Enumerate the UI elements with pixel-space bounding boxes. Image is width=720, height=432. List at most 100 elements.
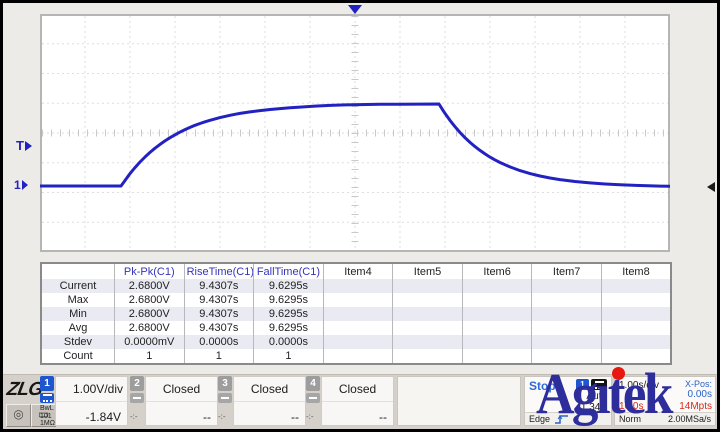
message-area [397,376,521,426]
table-col-header: Item6 [461,263,532,279]
channel-1-badge[interactable]: 1 [40,376,54,391]
trigger-status: Stop [529,379,556,393]
trigger-level-marker[interactable]: T [16,138,32,153]
table-row: Min 2.6800V 9.4307s 9.6295s [41,307,671,321]
channel-2-scale: Closed [162,382,201,396]
table-row: Count 1 1 1 [41,349,671,364]
table-cell [531,307,602,321]
trigger-position-icon[interactable] [348,5,362,14]
table-cell [461,349,532,364]
coupling-off-icon [130,393,144,403]
table-cell [461,321,532,335]
table-cell [392,349,463,364]
table-cell [392,321,463,335]
table-row: Max 2.6800V 9.4307s 9.6295s [41,293,671,307]
channel-2-badge[interactable]: 2 [130,376,144,391]
row-label: Count [63,350,93,362]
memory-depth: 14Mpts [679,401,712,412]
arrow-right-icon [24,140,32,151]
table-row: Current 2.6800V 9.4307s 9.6295s [41,279,671,293]
table-cell: 9.4307s [183,321,254,335]
row-label: Current [59,280,97,292]
row-label: Min [69,308,87,320]
waveform-plot [40,14,670,252]
table-cell: 2.6800V [114,321,185,335]
table-col-header: FallTime(C1) [253,263,324,279]
table-cell [531,335,602,349]
row-label: Max [67,294,89,306]
table-cell: 9.4307s [183,279,254,293]
trigger-panel[interactable]: Stop 1 Auto 1.34V Edge [524,376,612,426]
table-cell [322,349,393,364]
table-cell [461,307,532,321]
channel-4-badge[interactable]: 4 [306,376,320,391]
channel-2-sub-label: -:- [130,412,138,421]
acquire-mode: Norm [619,414,641,424]
table-cell [600,279,671,293]
table-corner [41,263,115,279]
table-cell: 0.0000s [183,335,254,349]
bandwidth-limit-label: BwL [40,405,54,412]
channel-3-sub-label: -:- [218,412,226,421]
xpos-value: 0.00s [687,389,712,400]
table-cell [600,335,671,349]
table-cell [322,293,393,307]
table-cell: 2.6800V [114,293,185,307]
table-cell: 2.6800V [114,307,185,321]
table-cell [322,307,393,321]
edge-trigger-icon [555,415,569,424]
table-header-row: Pk-Pk(C1) RiseTime(C1) FallTime(C1) Item4 It… [41,263,671,279]
table-cell: 9.4307s [183,293,254,307]
table-cell [531,293,602,307]
plot-grid [42,16,668,250]
dc-coupling-icon [40,393,54,403]
table-cell: 9.6295s [253,279,324,293]
channel-1-panel[interactable]: 1.00V/div -1.84V [55,376,128,426]
table-cell: 9.6295s [253,321,324,335]
brand-text: ZLG [5,379,44,400]
channel-3-scale: Closed [250,382,289,396]
table-col-header: Item7 [531,263,602,279]
table-cell [322,279,393,293]
channel-1-position-marker[interactable]: 1 [14,178,28,192]
table-cell: 0.0000mV [114,335,185,349]
trigger-coupling-badge[interactable] [591,379,607,390]
channel-3-badge[interactable]: 3 [218,376,232,391]
channel-4-panel[interactable]: Closed -- [321,376,394,426]
table-cell [600,321,671,335]
table-cell [461,293,532,307]
table-cell [461,335,532,349]
table-row: Avg 2.6800V 9.4307s 9.6295s [41,321,671,335]
sample-rate: 2.00MSa/s [667,414,711,424]
right-edge-marker-icon [707,182,715,192]
table-cell: 9.4307s [183,307,254,321]
table-cell [461,279,532,293]
channel-3-panel[interactable]: Closed -- [233,376,306,426]
horizontal-panel[interactable]: 1.00s/div X-Pos: 0.00s 10.0s 14Mpts Norm… [614,376,716,426]
channel-3-offset: -- [234,401,305,424]
coupling-off-icon [218,393,232,403]
channel-4-scale: Closed [338,382,377,396]
trigger-level-label: T [16,138,24,153]
trigger-source-badge[interactable]: 1 [576,379,589,390]
table-cell [392,307,463,321]
table-cell: 1 [183,349,254,364]
table-col-header: Item5 [392,263,463,279]
table-col-header: RiseTime(C1) [183,263,254,279]
probe-ratio-label: 101 [40,412,52,420]
timebase-value: 1.00s/div [619,380,660,391]
measurement-table: Pk-Pk(C1) RiseTime(C1) FallTime(C1) Item4 It… [40,262,672,365]
table-cell: 0.0000s [253,335,324,349]
table-cell [392,293,463,307]
touch-tool-button[interactable]: ◎ [6,404,31,427]
impedance-label: 1MΩ [40,420,55,427]
table-cell [322,321,393,335]
table-cell [600,349,671,364]
channel-2-panel[interactable]: Closed -- [145,376,218,426]
xpos-label: X-Pos: [684,379,712,389]
channel-1-marker-label: 1 [14,178,21,192]
table-cell [600,293,671,307]
channel-4-offset: -- [322,401,393,424]
channel-1-scale: 1.00V/div [72,382,123,396]
